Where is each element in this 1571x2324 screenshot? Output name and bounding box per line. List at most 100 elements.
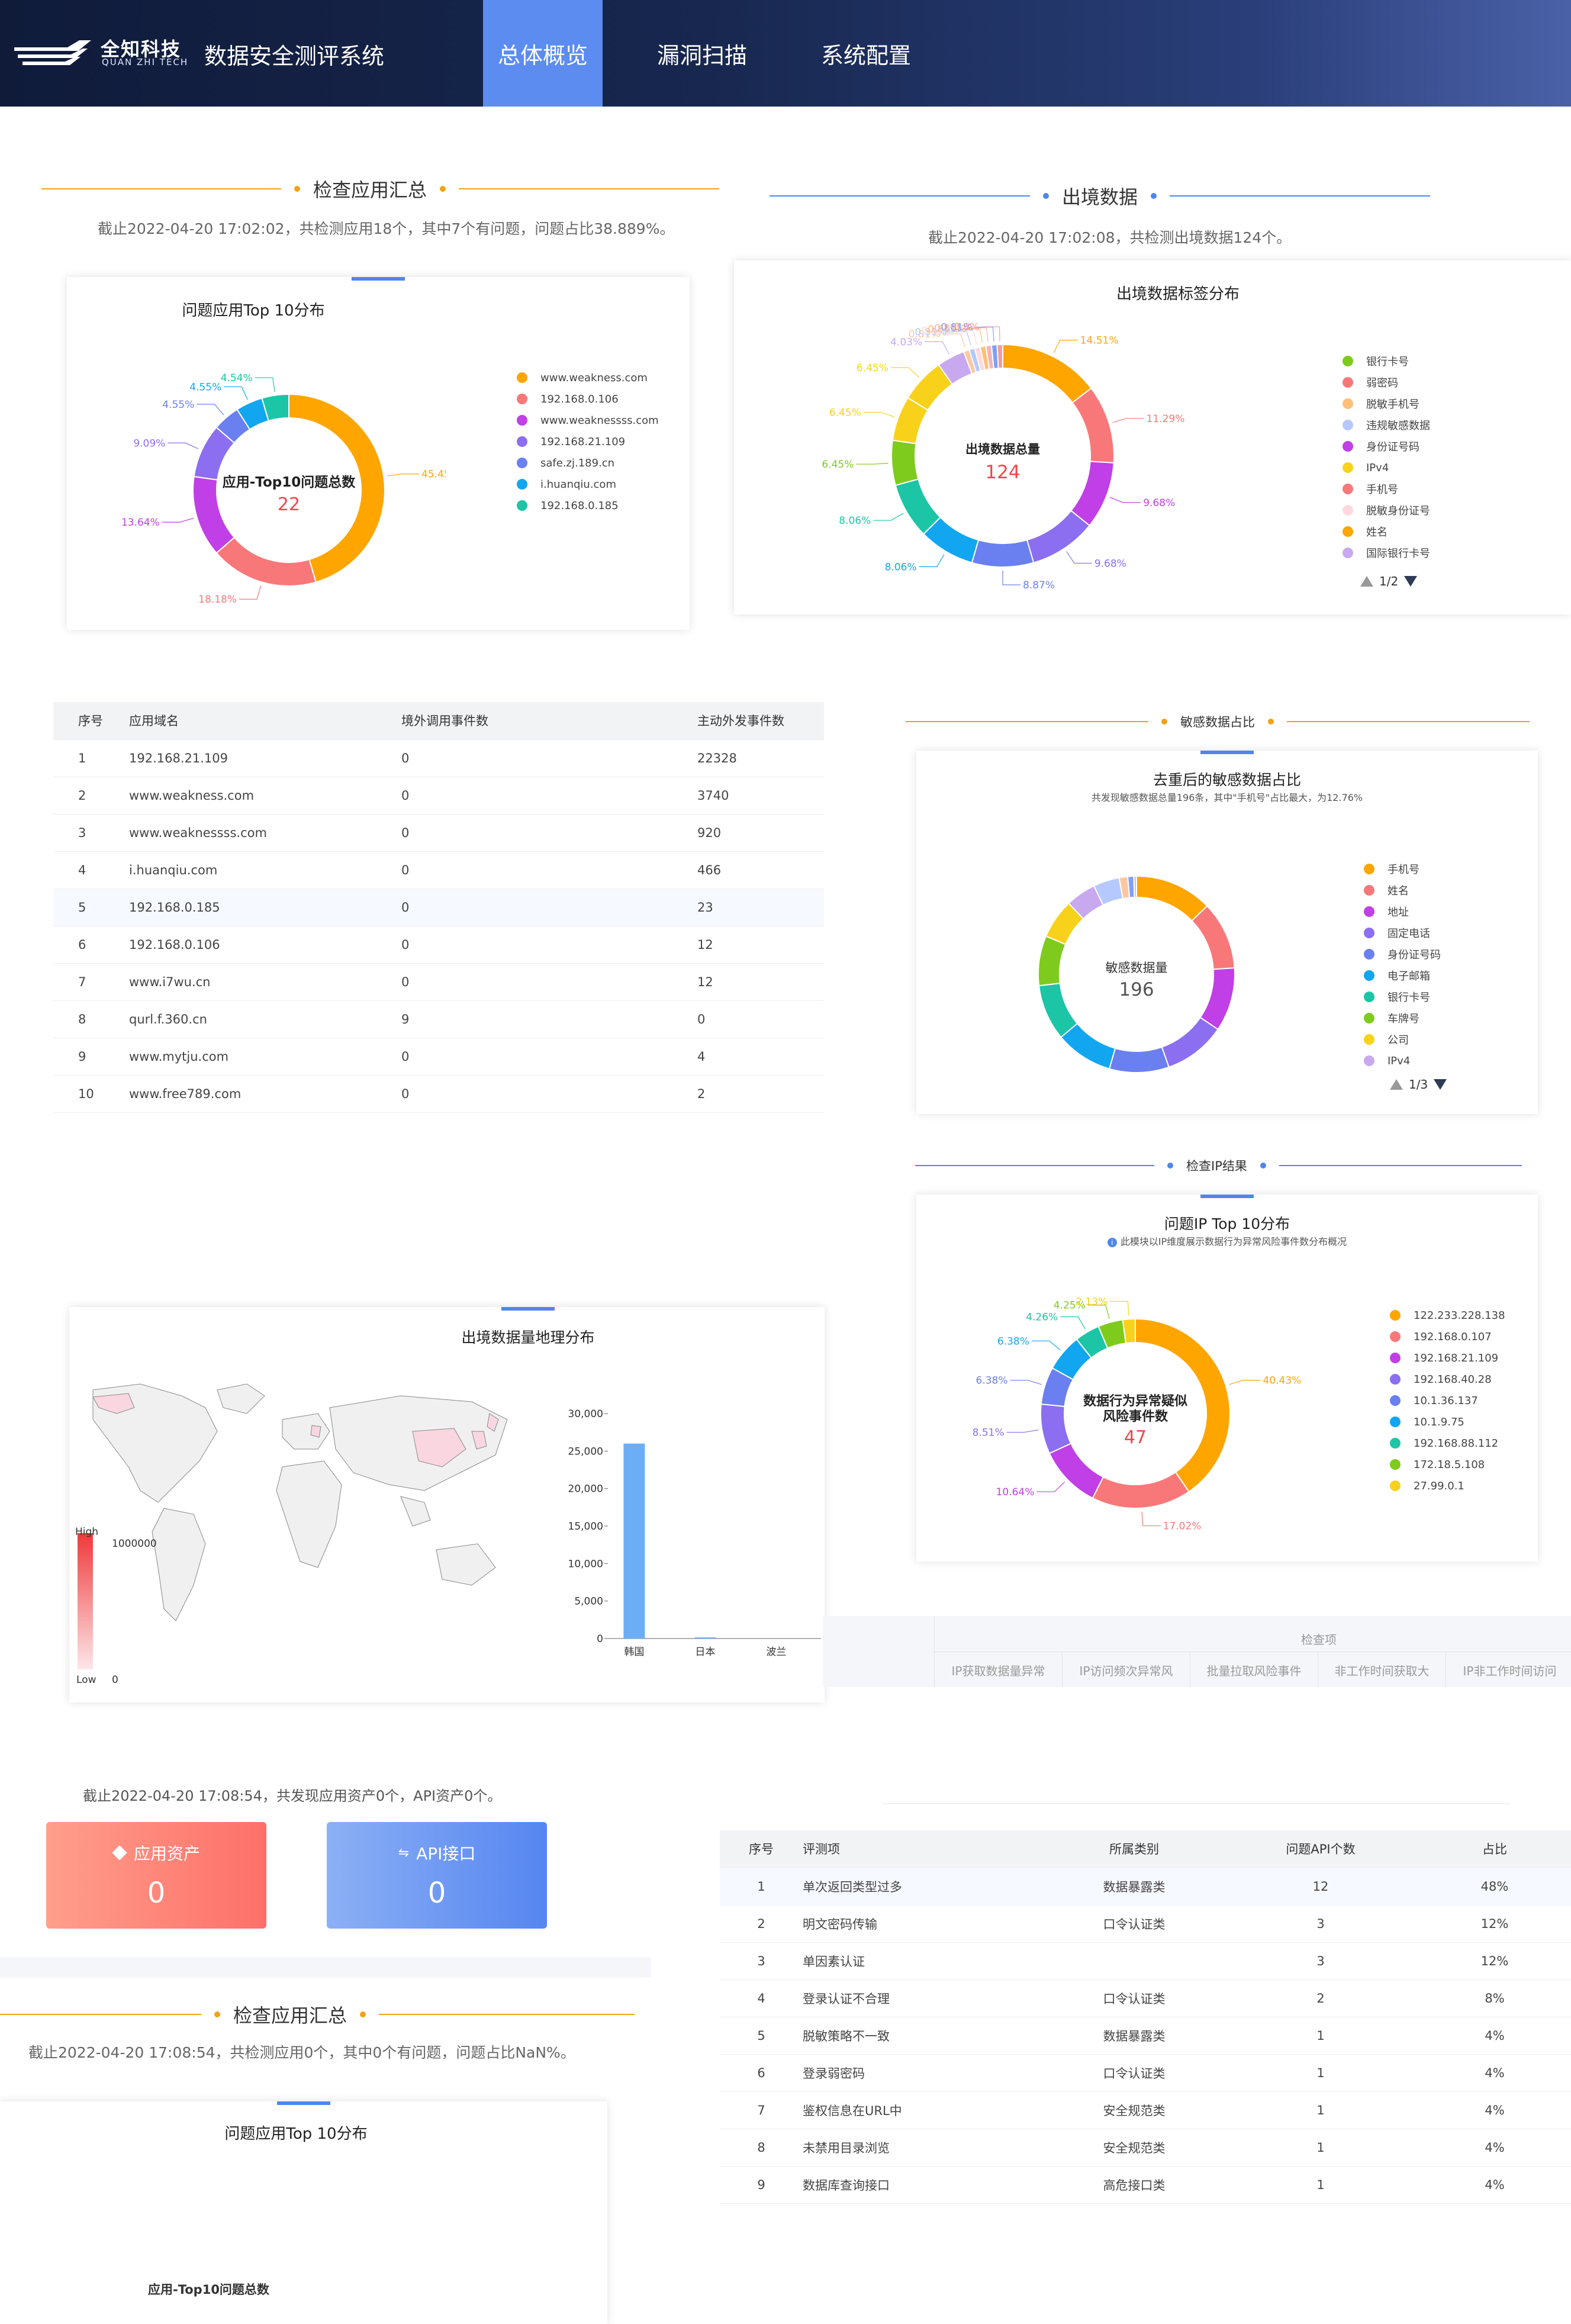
page-up-icon[interactable]: [1390, 1079, 1403, 1090]
table-row[interactable]: 1 单次返回类型过多 数据暴露类 12 48%: [720, 1868, 1571, 1905]
nav-settings-tab[interactable]: 系统配置: [820, 42, 911, 69]
page-down-icon[interactable]: [1404, 576, 1418, 587]
table-row[interactable]: 5 192.168.0.185 0 23: [53, 889, 824, 926]
y-tick-label: 25,000: [568, 1446, 603, 1457]
nav-overview-tab[interactable]: 总体概览: [483, 0, 603, 107]
legend-item[interactable]: safe.zj.189.cn: [517, 452, 659, 474]
legend-item[interactable]: IPv4: [1343, 457, 1430, 478]
legend-item[interactable]: 固定电话: [1364, 922, 1441, 944]
check-item-column[interactable]: 批量拉取风险事件: [1190, 1653, 1318, 1687]
legend-item[interactable]: www.weakness.com: [517, 367, 659, 388]
table-cell: 0: [401, 814, 697, 852]
legend-item[interactable]: 银行卡号: [1364, 986, 1441, 1008]
legend-item[interactable]: 192.168.40.28: [1390, 1369, 1505, 1390]
table-row[interactable]: 3 单因素认证 3 12%: [720, 1942, 1571, 1980]
legend-item[interactable]: www.weaknessss.com: [517, 410, 659, 431]
legend-item[interactable]: 27.99.0.1: [1390, 1475, 1505, 1496]
api-asset-card[interactable]: ⇋ API接口 0: [327, 1822, 547, 1929]
donut-slice[interactable]: [1002, 343, 1092, 404]
legend-item[interactable]: 192.168.21.109: [1390, 1347, 1505, 1369]
donut-slice[interactable]: [1026, 510, 1090, 564]
donut-slice[interactable]: [1190, 905, 1235, 970]
table-row[interactable]: 9 www.mytju.com 0 4: [53, 1038, 824, 1076]
check-item-column[interactable]: IP非工作时间访问: [1446, 1653, 1571, 1687]
table-row[interactable]: 2 www.weakness.com 0 3740: [53, 777, 824, 815]
check-item-column[interactable]: 非工作时间获取大: [1318, 1653, 1446, 1687]
legend-item[interactable]: 身份证号码: [1343, 436, 1430, 457]
check-item-column[interactable]: IP访问频次异常风: [1062, 1653, 1190, 1687]
legend-item[interactable]: 地址: [1364, 901, 1441, 922]
legend-item[interactable]: 身份证号码: [1364, 944, 1441, 965]
page-down-icon[interactable]: [1434, 1079, 1447, 1090]
table-row[interactable]: 8 qurl.f.360.cn 9 0: [53, 1000, 824, 1038]
check-item-column[interactable]: IP获取数据量异常: [934, 1653, 1062, 1687]
table-row[interactable]: 8 未禁用目录浏览 安全规范类 1 4%: [720, 2129, 1571, 2167]
donut-slice[interactable]: [1108, 1046, 1170, 1073]
legend-item[interactable]: 违规敏感数据: [1343, 414, 1430, 436]
page-up-icon[interactable]: [1360, 576, 1373, 587]
donut-slice[interactable]: [1092, 1471, 1190, 1509]
legend-item[interactable]: 10.1.36.137: [1390, 1390, 1505, 1411]
legend-item[interactable]: 银行卡号: [1343, 350, 1430, 372]
table-row[interactable]: 4 i.huanqiu.com 0 466: [53, 851, 824, 889]
donut-slice[interactable]: [1199, 967, 1235, 1031]
legend-item[interactable]: i.huanqiu.com: [517, 474, 659, 495]
table-row[interactable]: 7 www.i7wu.cn 0 12: [53, 963, 824, 1001]
bar[interactable]: [623, 1443, 645, 1639]
donut-slice[interactable]: [1136, 875, 1208, 922]
donut-slice[interactable]: [1038, 982, 1079, 1038]
legend-item[interactable]: 192.168.0.106: [517, 388, 659, 410]
donut-slice[interactable]: [1161, 1016, 1219, 1068]
table-row[interactable]: 4 登录认证不合理 口令认证类 2 8%: [720, 1979, 1571, 2017]
legend-item[interactable]: 192.168.21.109: [517, 431, 659, 452]
table-row[interactable]: 6 192.168.0.106 0 12: [53, 926, 824, 964]
table-row[interactable]: 2 明文密码传输 口令认证类 3 12%: [720, 1905, 1571, 1943]
donut-slice[interactable]: [1071, 387, 1115, 463]
legend-item[interactable]: 手机号: [1364, 858, 1441, 880]
legend-item[interactable]: IPv4: [1364, 1050, 1441, 1071]
legend-item[interactable]: 车牌号: [1364, 1008, 1441, 1029]
donut-slice[interactable]: [1133, 875, 1137, 899]
legend-item[interactable]: 公司: [1364, 1029, 1441, 1050]
donut-slice[interactable]: [1040, 1403, 1072, 1454]
legend-item[interactable]: 国际银行卡号: [1343, 542, 1430, 564]
donut-slice[interactable]: [1038, 935, 1067, 987]
table-row[interactable]: 3 www.weaknessss.com 0 920: [53, 814, 824, 852]
legend-item[interactable]: 姓名: [1364, 880, 1441, 901]
legend-item[interactable]: 192.168.0.107: [1390, 1326, 1505, 1347]
legend-item[interactable]: 脱敏身份证号: [1343, 500, 1430, 521]
donut-slice[interactable]: [1135, 1318, 1231, 1493]
donut-slice[interactable]: [891, 439, 919, 487]
legend-item[interactable]: 192.168.0.185: [517, 495, 659, 516]
legend-item[interactable]: 电子邮箱: [1364, 965, 1441, 986]
legend-item[interactable]: 脱敏手机号: [1343, 393, 1430, 414]
legend-item[interactable]: 弱密码: [1343, 372, 1430, 393]
donut-slice[interactable]: [1122, 1318, 1136, 1344]
table-row[interactable]: 6 登录弱密码 口令认证类 1 4%: [720, 2054, 1571, 2092]
donut-slice[interactable]: [996, 343, 1003, 369]
label-line: [890, 367, 919, 378]
table-cell: 脱敏策略不一致: [803, 2017, 1045, 2055]
legend-label: 192.168.40.28: [1414, 1373, 1492, 1386]
donut-slice[interactable]: [288, 393, 385, 583]
table-row[interactable]: 10 www.free789.com 0 2: [53, 1075, 824, 1113]
table-row[interactable]: 7 鉴权信息在URL中 安全规范类 1 4%: [720, 2091, 1571, 2129]
table-row[interactable]: 9 数据库查询接口 高危接口类 1 4%: [720, 2166, 1571, 2204]
legend-item[interactable]: 122.233.228.138: [1390, 1305, 1505, 1326]
donut-slice[interactable]: [215, 536, 317, 587]
legend-item[interactable]: 10.1.9.75: [1390, 1411, 1505, 1433]
legend-item[interactable]: 192.168.88.112: [1390, 1433, 1505, 1454]
bar[interactable]: [694, 1637, 716, 1639]
table-row[interactable]: 1 192.168.21.109 0 22328: [53, 739, 824, 777]
legend-item[interactable]: 姓名: [1343, 521, 1430, 542]
label-line: [168, 442, 199, 449]
legend-item[interactable]: 手机号: [1343, 478, 1430, 500]
donut-slice[interactable]: [971, 539, 1035, 568]
app-asset-card[interactable]: 应用资产 0: [46, 1822, 266, 1929]
label-line: [162, 517, 194, 523]
table-row[interactable]: 5 脱敏策略不一致 数据暴露类 1 4%: [720, 2017, 1571, 2055]
legend-item[interactable]: 172.18.5.108: [1390, 1454, 1505, 1475]
donut-slice[interactable]: [261, 393, 289, 422]
nav-vuln-scan-tab[interactable]: 漏洞扫描: [656, 42, 747, 69]
donut-slice[interactable]: [1048, 1443, 1105, 1499]
